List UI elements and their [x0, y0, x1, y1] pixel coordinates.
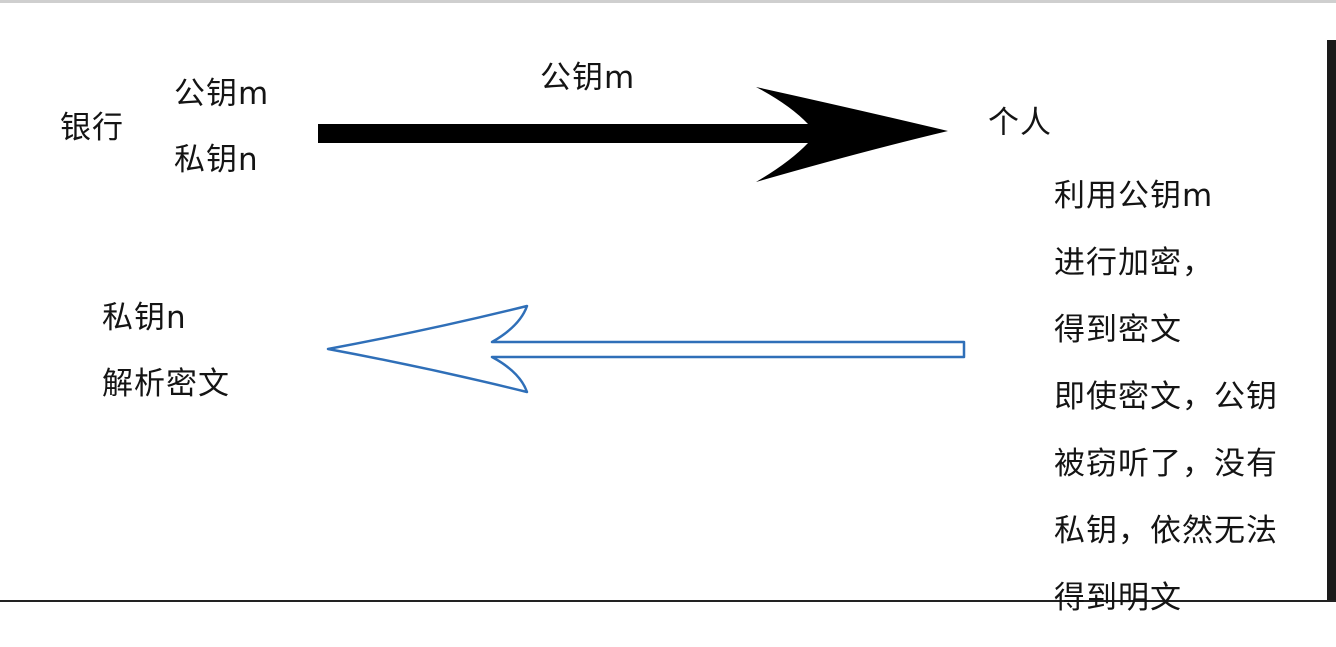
- decrypt-private-key: 私钥n: [102, 300, 187, 336]
- note-line: 利用公钥m: [1054, 178, 1214, 214]
- note-line: 即使密文，公钥: [1054, 379, 1278, 415]
- person-note: 利用公钥m 进行加密， 得到密文 即使密文，公钥 被窃听了，没有 私钥，依然无法…: [1054, 178, 1334, 647]
- bank-label: 银行: [60, 110, 124, 146]
- note-line: 进行加密，: [1054, 245, 1214, 281]
- bottom-border: [0, 600, 1336, 602]
- right-border: [1327, 40, 1336, 602]
- note-line: 私钥，依然无法: [1054, 513, 1278, 549]
- arrow-public-key-label: 公钥m: [540, 60, 636, 96]
- bank-private-key: 私钥n: [174, 142, 259, 178]
- note-line: 被窃听了，没有: [1054, 446, 1278, 482]
- note-line: 得到明文: [1054, 580, 1182, 616]
- top-border: [0, 0, 1336, 3]
- decrypt-action: 解析密文: [102, 366, 230, 402]
- bank-public-key: 公钥m: [174, 76, 270, 112]
- diagram-arrows: [318, 87, 966, 394]
- person-label: 个人: [988, 105, 1052, 141]
- ciphertext-return-arrow: [326, 304, 966, 394]
- public-key-send-arrow: [318, 87, 948, 182]
- note-line: 得到密文: [1054, 312, 1182, 348]
